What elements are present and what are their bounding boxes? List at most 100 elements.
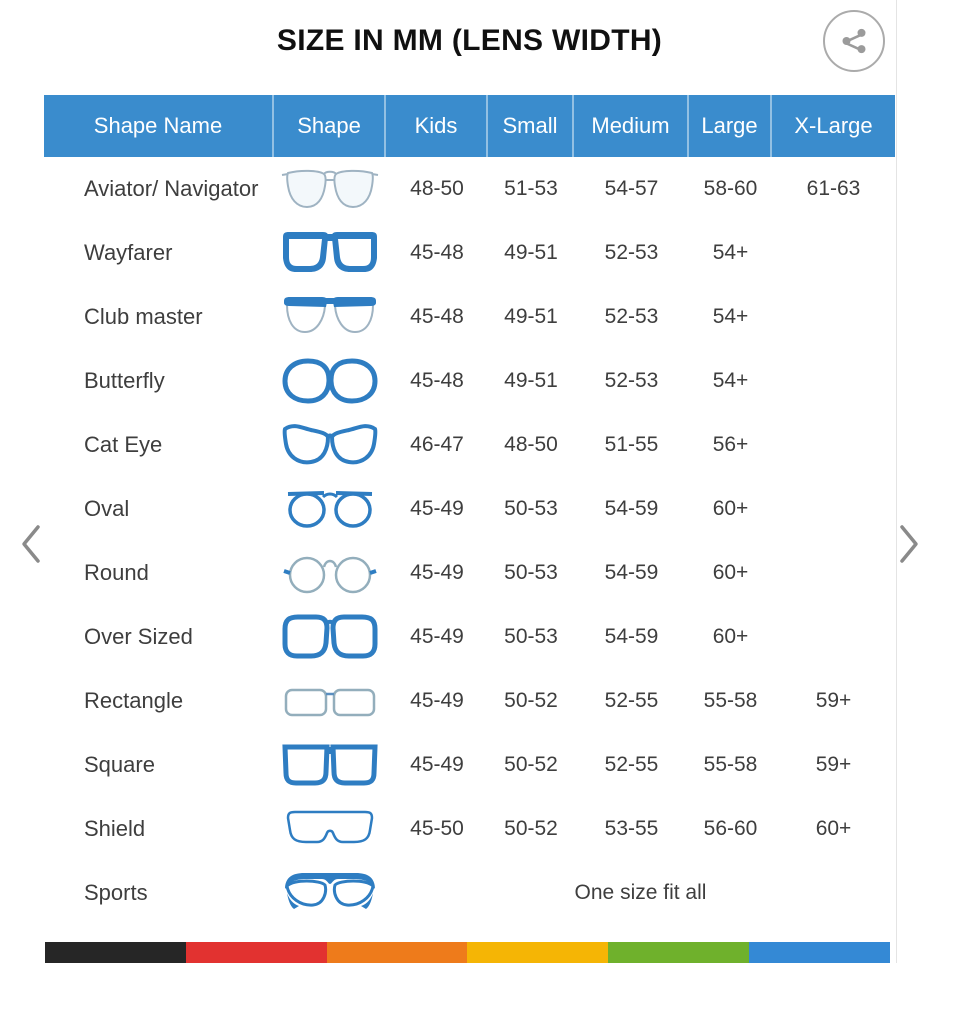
row-shape-name: Oval: [84, 496, 130, 521]
page-title: SIZE IN MM (LENS WIDTH): [276, 24, 663, 57]
butterfly-glasses-icon: [282, 358, 378, 404]
size-value: [772, 477, 895, 541]
size-value: 59+: [815, 753, 852, 776]
bar-segment-orange: [326, 942, 468, 963]
size-value: 45-48: [410, 305, 464, 328]
bar-segment-green: [608, 942, 750, 963]
size-value: [772, 541, 895, 605]
size-value: 45-50: [410, 817, 464, 840]
size-value: 50-52: [504, 689, 558, 712]
table-row: Club master 45-48 49-51 52-53 54+: [44, 285, 895, 349]
size-value: 55-58: [703, 689, 758, 712]
bar-segment-black: [45, 942, 186, 963]
size-value: 54-59: [604, 497, 659, 520]
wayfarer-glasses-icon: [283, 232, 377, 272]
chevron-left-icon: [22, 525, 40, 563]
share-icon: [842, 28, 866, 54]
size-value: 54+: [712, 241, 749, 264]
size-value: 45-49: [410, 689, 464, 712]
size-value: 50-52: [504, 817, 558, 840]
row-shape-name: Square: [84, 752, 155, 777]
size-value: 52-55: [604, 689, 659, 712]
table-row: Oval 45-49 50-53 54-59 60+: [44, 477, 895, 541]
table-row: Round 45-49 50-53 54-59 60+: [44, 541, 895, 605]
square-glasses-icon: [282, 744, 378, 786]
one-size-note: One size fit all: [574, 881, 707, 904]
table-row: Wayfarer 45-48 49-51 52-53 54+: [44, 221, 895, 285]
round-glasses-icon: [283, 556, 377, 594]
size-value: 52-55: [604, 753, 659, 776]
column-header-xlarge: X-Large: [794, 113, 873, 138]
size-value: [772, 285, 895, 349]
row-shape-name: Cat Eye: [84, 432, 163, 457]
column-header-small: Small: [488, 95, 574, 157]
size-value: 45-49: [410, 497, 464, 520]
size-value: 54+: [712, 305, 749, 328]
size-value: 53-55: [604, 817, 659, 840]
table-row: Square 45-49 50-52 52-55 55-58 59+: [44, 733, 895, 797]
row-shape-name: Round: [84, 560, 149, 585]
column-header-large: Large: [689, 95, 772, 157]
brand-color-bar: [45, 942, 890, 963]
size-value: 48-50: [410, 177, 464, 200]
size-value: 59+: [815, 689, 852, 712]
size-value: 49-51: [504, 369, 558, 392]
shield-glasses-icon: [286, 810, 374, 844]
size-value: 54+: [712, 369, 749, 392]
carousel-next-button[interactable]: [892, 518, 926, 570]
table-row: Over Sized 45-49 50-53 54-59 60+: [44, 605, 895, 669]
size-value: 49-51: [504, 305, 558, 328]
size-value: 45-48: [410, 241, 464, 264]
size-value: 56+: [712, 433, 749, 456]
size-value: 52-53: [604, 241, 659, 264]
size-value: 49-51: [504, 241, 558, 264]
size-value: 45-49: [410, 625, 464, 648]
size-table: Shape Name Shape Kids Small Medium Large…: [44, 95, 895, 925]
size-value: 60+: [712, 497, 749, 520]
row-shape-name: Shield: [84, 816, 146, 841]
size-value: 45-49: [410, 753, 464, 776]
size-value: 54-59: [604, 625, 659, 648]
table-row: Butterfly 45-48 49-51 52-53 54+: [44, 349, 895, 413]
column-header-kids: Kids: [386, 95, 488, 157]
size-value: 55-58: [703, 753, 758, 776]
share-button[interactable]: [823, 10, 885, 72]
size-value: 58-60: [703, 177, 758, 200]
bar-segment-yellow: [467, 942, 609, 963]
oversized-glasses-icon: [282, 614, 378, 659]
size-value: 45-48: [410, 369, 464, 392]
table-row: Sports One size fit all: [44, 861, 895, 925]
clubmaster-glasses-icon: [284, 297, 376, 334]
table-row: Aviator/ Navigator 48-50 51-53 54-57: [44, 157, 895, 221]
size-value: [772, 605, 895, 669]
carousel-prev-button[interactable]: [14, 518, 48, 570]
size-value: 56-60: [703, 817, 758, 840]
size-value: 50-53: [504, 561, 558, 584]
size-value: [772, 349, 895, 413]
slide-edge-divider: [896, 0, 897, 963]
size-value: 54-59: [604, 561, 659, 584]
table-header-row: Shape Name Shape Kids Small Medium Large…: [44, 95, 895, 157]
column-header-shape: Shape: [274, 95, 386, 157]
size-value: 61-63: [806, 177, 861, 200]
size-value: 50-52: [504, 753, 558, 776]
size-value: 51-53: [504, 177, 558, 200]
size-value: 45-49: [410, 561, 464, 584]
column-header-medium: Medium: [574, 95, 689, 157]
size-value: 50-53: [504, 497, 558, 520]
row-shape-name: Over Sized: [84, 624, 193, 649]
size-value: 60+: [815, 817, 852, 840]
row-shape-name: Rectangle: [84, 688, 184, 713]
size-value: 52-53: [604, 305, 659, 328]
sports-glasses-icon: [285, 873, 375, 909]
row-shape-name: Sports: [84, 880, 148, 905]
table-row: Cat Eye 46-47 48-50 51-55 56+: [44, 413, 895, 477]
size-value: [772, 413, 895, 477]
cateye-glasses-icon: [282, 424, 378, 465]
row-shape-name: Aviator/ Navigator: [84, 176, 259, 201]
size-value: 48-50: [504, 433, 558, 456]
size-value: 54-57: [604, 177, 659, 200]
column-header-shape-name: Shape Name: [44, 95, 274, 157]
table-row: Shield 45-50 50-52 53-55 56-60 60+: [44, 797, 895, 861]
